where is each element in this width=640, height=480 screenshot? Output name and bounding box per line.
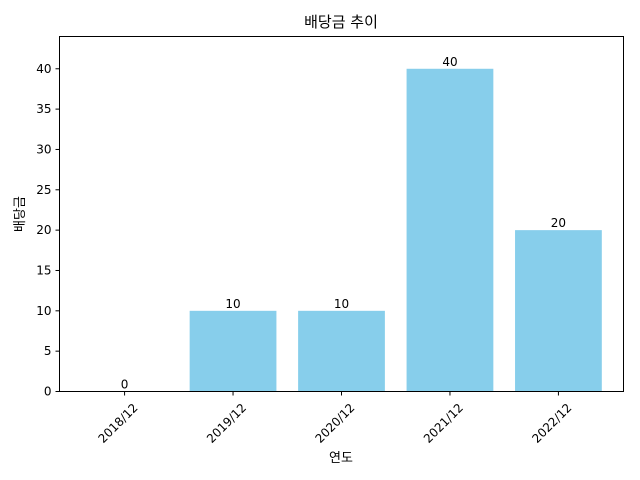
x-tick-label: 2019/12	[204, 401, 249, 446]
plot-frame	[59, 36, 624, 392]
y-tick-label: 15	[36, 263, 51, 277]
data-label: 10	[225, 297, 240, 311]
bars-group	[189, 68, 602, 392]
y-tick-label: 25	[36, 183, 51, 197]
chart-title: 배당금 추이	[304, 13, 378, 31]
x-axis: 2018/12 2019/12 2020/12 2021/12 2022/12	[95, 391, 574, 446]
x-tick-label: 2022/12	[529, 401, 574, 446]
bar-2019-12	[189, 310, 277, 392]
data-label: 20	[551, 216, 566, 230]
x-axis-label: 연도	[329, 451, 353, 466]
data-label: 10	[334, 297, 349, 311]
y-tick-label: 20	[36, 223, 51, 237]
y-tick-label: 40	[36, 62, 51, 76]
x-tick-label: 2020/12	[312, 401, 357, 446]
bar-2021-12	[406, 68, 494, 392]
bar-2022-12	[515, 230, 602, 392]
y-tick-label: 10	[36, 304, 51, 318]
data-labels-group: 0 10 10 40 20	[121, 55, 566, 392]
x-tick-label: 2021/12	[421, 401, 466, 446]
data-label: 0	[121, 378, 129, 392]
data-label: 40	[442, 55, 457, 69]
y-tick-label: 5	[44, 344, 52, 358]
y-tick-label: 35	[36, 102, 51, 116]
x-tick-label: 2018/12	[95, 401, 140, 446]
y-axis: 0 5 10 15 20 25 30 35 40	[36, 62, 60, 399]
y-axis-label: 배당금	[13, 196, 28, 232]
bar-2020-12	[298, 310, 385, 392]
y-tick-label: 0	[44, 385, 52, 399]
y-tick-label: 30	[36, 142, 51, 156]
